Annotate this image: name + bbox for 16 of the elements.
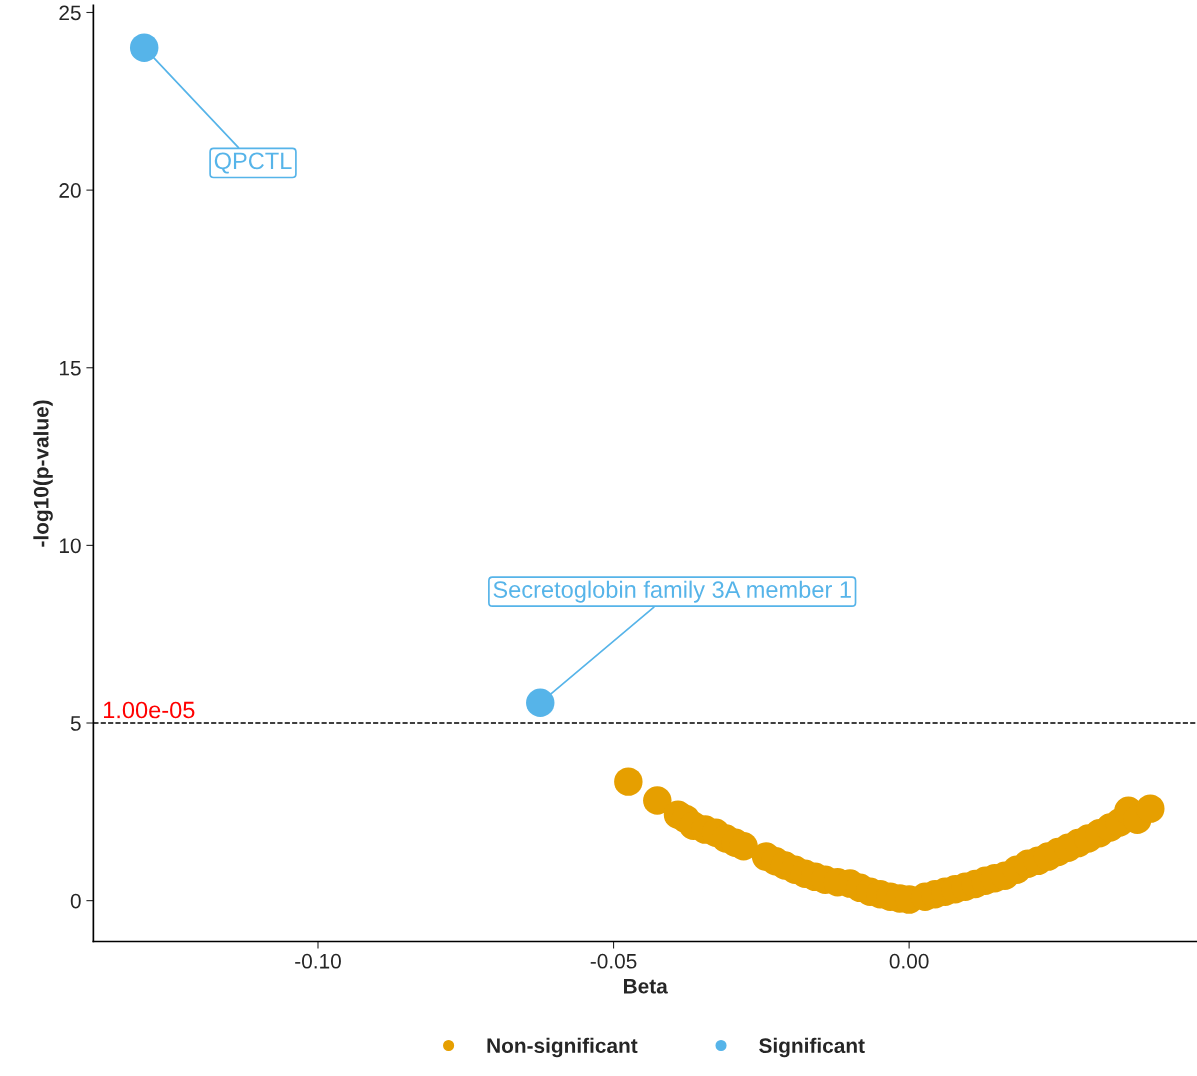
y-tick-label: 15 [59, 360, 81, 376]
x-tick-label: -0.05 [590, 953, 637, 969]
x-tick-label: -0.10 [295, 953, 341, 969]
legend-label: Non-significant [487, 1037, 638, 1058]
annotation: Secretoglobin family 3A member 1 [493, 580, 851, 603]
y-tick-label: 20 [59, 183, 81, 198]
y-tick-label: 10 [59, 538, 81, 554]
y-axis-title: -log10(p-value) [33, 400, 53, 547]
y-tick-label: 25 [59, 5, 81, 21]
x-axis-title: Beta [624, 979, 668, 994]
x-tick-label: 0.00 [889, 953, 929, 969]
y-tick-label: 5 [70, 716, 81, 731]
annotation: QPCTL [214, 152, 292, 174]
y-tick-label: 0 [70, 893, 81, 909]
ref-line-label: 1.00e-05 [104, 701, 195, 719]
legend-label: Significant [759, 1037, 865, 1058]
